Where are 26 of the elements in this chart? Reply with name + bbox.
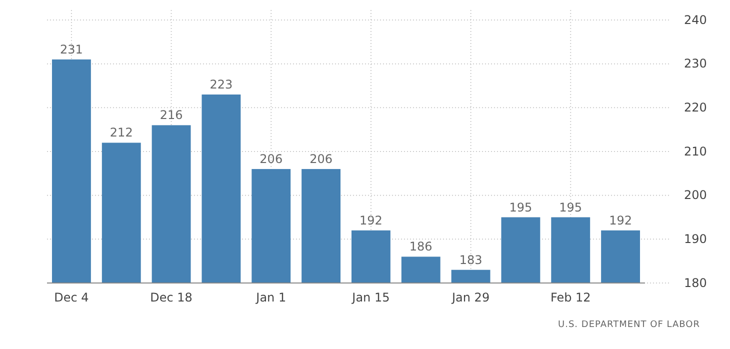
- data-label: 216: [160, 108, 183, 122]
- y-tick-label: 240: [684, 12, 707, 27]
- data-label: 212: [110, 126, 133, 140]
- y-tick-label: 220: [684, 100, 707, 115]
- data-label: 195: [559, 200, 582, 214]
- data-label: 231: [60, 42, 83, 56]
- data-label: 195: [509, 200, 532, 214]
- x-tick-label: Jan 15: [351, 290, 390, 305]
- y-tick-label: 230: [684, 56, 707, 71]
- data-label: 223: [210, 78, 233, 92]
- data-label: 192: [609, 213, 632, 228]
- data-label: 206: [260, 152, 283, 166]
- x-tick-label: Dec 18: [150, 290, 192, 305]
- y-tick-label: 200: [684, 188, 707, 202]
- y-tick-label: 210: [684, 144, 707, 158]
- x-tick-label: Jan 29: [450, 290, 490, 305]
- data-label: 206: [310, 152, 332, 166]
- y-tick-label: 180: [684, 276, 707, 290]
- y-tick-label: 190: [684, 232, 707, 246]
- x-tick-label: Feb 12: [550, 290, 591, 305]
- data-label: 186: [409, 240, 432, 254]
- data-label: 183: [459, 252, 482, 267]
- text: U.S. DEPARTMENT OF LABOR: [558, 320, 700, 330]
- x-tick-label: Jan 1: [255, 290, 286, 305]
- data-label: 192: [360, 213, 382, 228]
- x-tick-label: Dec 4: [54, 290, 89, 305]
